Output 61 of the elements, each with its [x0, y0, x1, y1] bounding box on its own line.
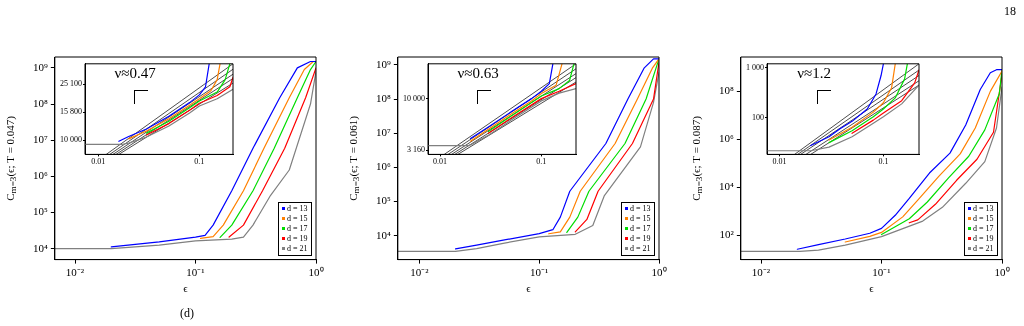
y-tick-label: 10⁷ [32, 133, 48, 146]
y-tick-label: 10 000 [402, 93, 425, 103]
y-tick-label: 3 160 [406, 145, 425, 155]
y-tick-label: 10² [719, 228, 735, 241]
y-tick-label: 10⁵ [375, 194, 391, 207]
x-tick-label: 10⁻¹ [530, 266, 549, 279]
legend-label: d = 17 [630, 223, 651, 233]
x-tick-label: 0.1 [878, 157, 889, 167]
annotation: ν≈0.47 [114, 64, 156, 82]
x-axis-title: ϵ [869, 282, 875, 295]
legend-label: d = 15 [973, 213, 994, 223]
y-tick-label: 10⁵ [32, 205, 48, 218]
legend-label: d = 17 [287, 223, 308, 233]
x-tick-label: 0.1 [536, 157, 547, 167]
y-tick-label: 10⁹ [32, 60, 48, 73]
y-tick-label: 100 [751, 112, 764, 122]
x-axis-title: ϵ [526, 282, 532, 295]
legend-label: d = 19 [287, 233, 308, 243]
legend-label: d = 21 [630, 243, 651, 253]
legend-label: d = 17 [973, 223, 994, 233]
legend-label: d = 15 [287, 213, 308, 223]
y-tick-label: 10⁶ [375, 160, 391, 173]
y-tick-label: 10⁶ [32, 169, 48, 182]
legend-label: d = 15 [630, 213, 651, 223]
text: 18 [1004, 4, 1016, 19]
x-tick-label: 10⁻² [410, 266, 430, 279]
legend-label: d = 19 [973, 233, 994, 243]
y-tick-label: 10⁸ [375, 91, 391, 104]
y-tick-label: 15 800 [59, 107, 82, 117]
y-tick-label: 10 000 [59, 135, 82, 145]
legend-label: d = 13 [287, 203, 308, 213]
x-tick-label: 10⁰ [308, 266, 324, 279]
x-tick-label: 0.01 [772, 157, 787, 167]
y-tick-label: 10⁸ [32, 96, 48, 109]
x-tick-label: 10⁻² [751, 266, 771, 279]
y-tick-label: 10⁴ [718, 180, 734, 193]
x-tick-label: 10⁰ [994, 266, 1010, 279]
y-tick-label: 10⁸ [718, 84, 734, 97]
x-axis-title: ϵ [183, 282, 189, 295]
x-tick-label: 0.1 [194, 157, 205, 167]
y-tick-label: 10⁶ [718, 132, 734, 145]
y-tick-label: 1 000 [745, 62, 764, 72]
x-tick-label: 10⁻¹ [872, 266, 891, 279]
text: (d) [180, 306, 194, 321]
annotation: ν≈0.63 [457, 64, 499, 82]
y-tick-label: 10⁴ [375, 228, 391, 241]
legend-label: d = 21 [973, 243, 994, 253]
y-tick-label: 10⁷ [375, 126, 391, 139]
legend-label: d = 21 [287, 243, 308, 253]
y-tick-label: 10⁹ [375, 57, 391, 70]
x-tick-label: 10⁻¹ [186, 266, 205, 279]
y-tick-label: 10⁴ [32, 241, 48, 254]
legend-label: d = 19 [630, 233, 651, 243]
x-tick-label: 10⁰ [651, 266, 667, 279]
legend-label: d = 13 [630, 203, 651, 213]
y-tick-label: 25 100 [59, 79, 82, 89]
annotation: ν≈1.2 [797, 64, 831, 82]
x-tick-label: 10⁻² [65, 266, 85, 279]
x-tick-label: 0.01 [432, 157, 447, 167]
x-tick-label: 0.01 [91, 157, 106, 167]
legend-label: d = 13 [973, 203, 994, 213]
